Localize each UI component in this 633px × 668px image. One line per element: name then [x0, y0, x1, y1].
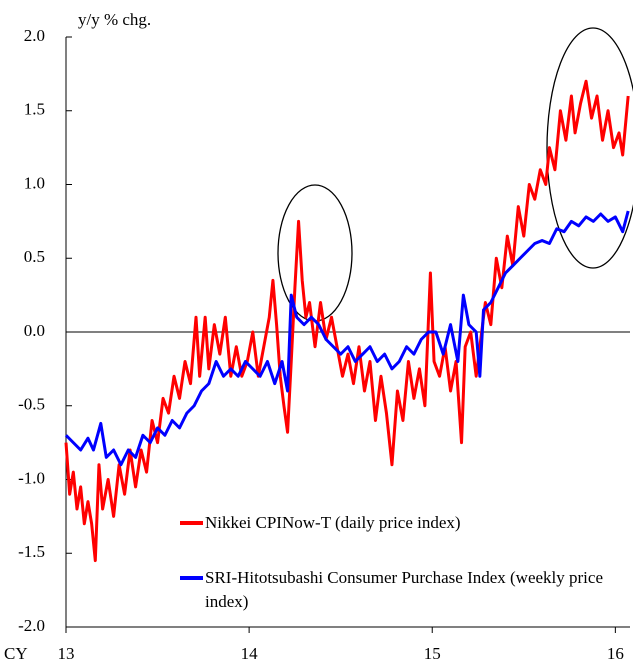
legend-label: Nikkei CPINow-T (daily price index): [205, 513, 461, 532]
y-axis-label: y/y % chg.: [78, 10, 151, 29]
x-tick-label: 15: [424, 644, 441, 663]
highlight-ellipse: [277, 184, 353, 322]
x-axis-label: CY: [4, 644, 28, 663]
y-tick-label: 2.0: [24, 26, 45, 45]
highlight-ellipse: [546, 27, 633, 269]
x-tick-label: 14: [241, 644, 259, 663]
legend-label: SRI-Hitotsubashi Consumer Purchase Index…: [205, 568, 603, 611]
y-tick-label: -2.0: [18, 616, 45, 635]
y-tick-label: -1.0: [18, 468, 45, 487]
y-tick-label: 1.5: [24, 100, 45, 119]
series-line: [64, 79, 630, 563]
series-line: [64, 210, 630, 467]
y-tick-label: -0.5: [18, 395, 45, 414]
y-tick-label: 0.5: [24, 247, 45, 266]
y-tick-label: 1.0: [24, 173, 45, 192]
y-tick-label: -1.5: [18, 542, 45, 561]
x-tick-label: 13: [58, 644, 75, 663]
y-tick-label: 0.0: [24, 321, 45, 340]
x-tick-label: 16: [607, 644, 624, 663]
